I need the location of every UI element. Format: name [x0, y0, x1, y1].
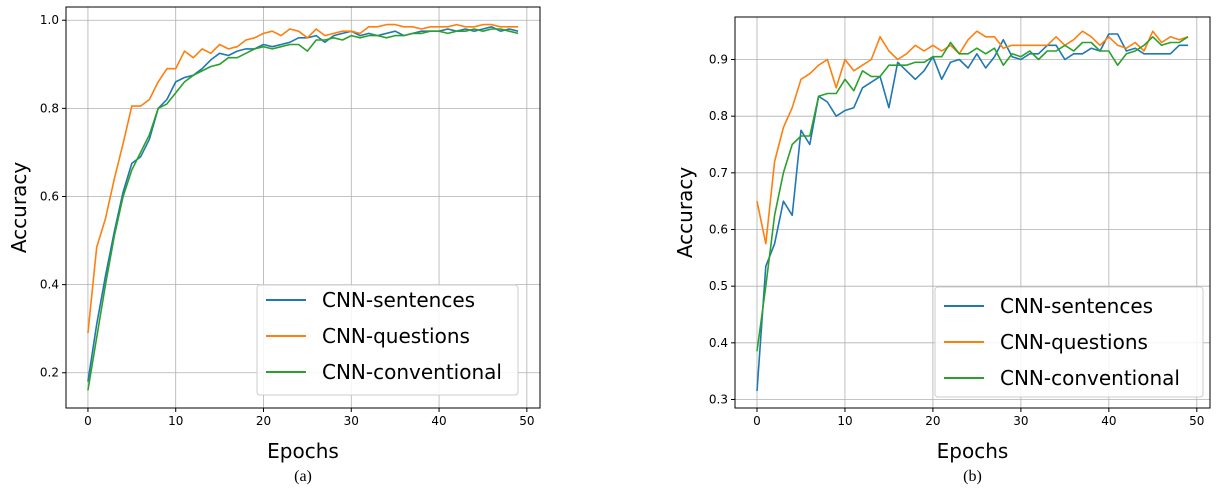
- x-tick-label: 40: [1101, 414, 1116, 428]
- x-tick-label: 0: [84, 414, 92, 428]
- legend-label: CNN-questions: [1000, 330, 1148, 354]
- legend: CNN-sentences CNN-questions CNN-convention…: [934, 286, 1204, 398]
- x-tick-label: 50: [1189, 414, 1204, 428]
- x-tick-label: 10: [837, 414, 852, 428]
- chart-b: 0 10 20 30 40 50 0.3 0.4 0.5 0.6 0.7 0.8 0.9 Epochs Ac…: [673, 16, 1211, 485]
- y-tick-label: 0.6: [40, 189, 59, 203]
- legend: CNN-sentences CNN-questions CNN-convention…: [256, 284, 519, 396]
- y-tick-label: 0.8: [709, 109, 728, 123]
- y-tick-label: 0.7: [709, 166, 728, 180]
- y-tick-label: 0.6: [709, 223, 728, 237]
- y-axis-label: Accuracy: [673, 167, 697, 258]
- legend-label: CNN-conventional: [322, 360, 502, 384]
- legend-label: CNN-sentences: [1000, 294, 1153, 318]
- y-tick-label: 0.2: [40, 366, 59, 380]
- x-tick-label: 20: [925, 414, 940, 428]
- series-line-cnn-questions: [756, 30, 1189, 245]
- series-line-cnn-conventional: [87, 28, 519, 391]
- legend-box: [934, 286, 1204, 398]
- series-line-cnn-conventional: [756, 35, 1189, 352]
- y-tick-label: 1.0: [40, 13, 59, 27]
- x-tick-label: 50: [519, 414, 534, 428]
- chart-a: 0 10 20 30 40 50 0.2 0.4 0.6 0.8 1.0 Epochs Accuracy…: [7, 6, 541, 485]
- x-tick-label: 0: [753, 414, 761, 428]
- x-tick-label: 20: [256, 414, 271, 428]
- y-axis-label: Accuracy: [7, 162, 31, 253]
- x-tick-label: 10: [168, 414, 183, 428]
- y-tick-label: 0.5: [709, 279, 728, 293]
- x-axis-label: Epochs: [937, 439, 1009, 463]
- figure-caption: (a): [294, 468, 312, 485]
- y-tick-label: 0.4: [709, 336, 728, 350]
- series-line-cnn-questions: [87, 23, 519, 334]
- legend-label: CNN-questions: [322, 324, 470, 348]
- y-tick-label: 0.4: [40, 278, 59, 292]
- plot-frame: [734, 16, 1211, 409]
- x-tick-label: 30: [344, 414, 359, 428]
- figure-caption: (b): [963, 468, 982, 485]
- legend-label: CNN-conventional: [1000, 366, 1180, 390]
- legend-box: [256, 284, 519, 396]
- y-tick-label: 0.9: [709, 53, 728, 67]
- y-tick-label: 0.3: [709, 393, 728, 407]
- x-tick-label: 30: [1013, 414, 1028, 428]
- x-tick-label: 40: [431, 414, 446, 428]
- series-line-cnn-sentences: [756, 33, 1188, 392]
- x-axis-label: Epochs: [267, 439, 339, 463]
- legend-label: CNN-sentences: [322, 288, 475, 312]
- plot-frame: [65, 6, 541, 409]
- y-tick-label: 0.8: [40, 101, 59, 115]
